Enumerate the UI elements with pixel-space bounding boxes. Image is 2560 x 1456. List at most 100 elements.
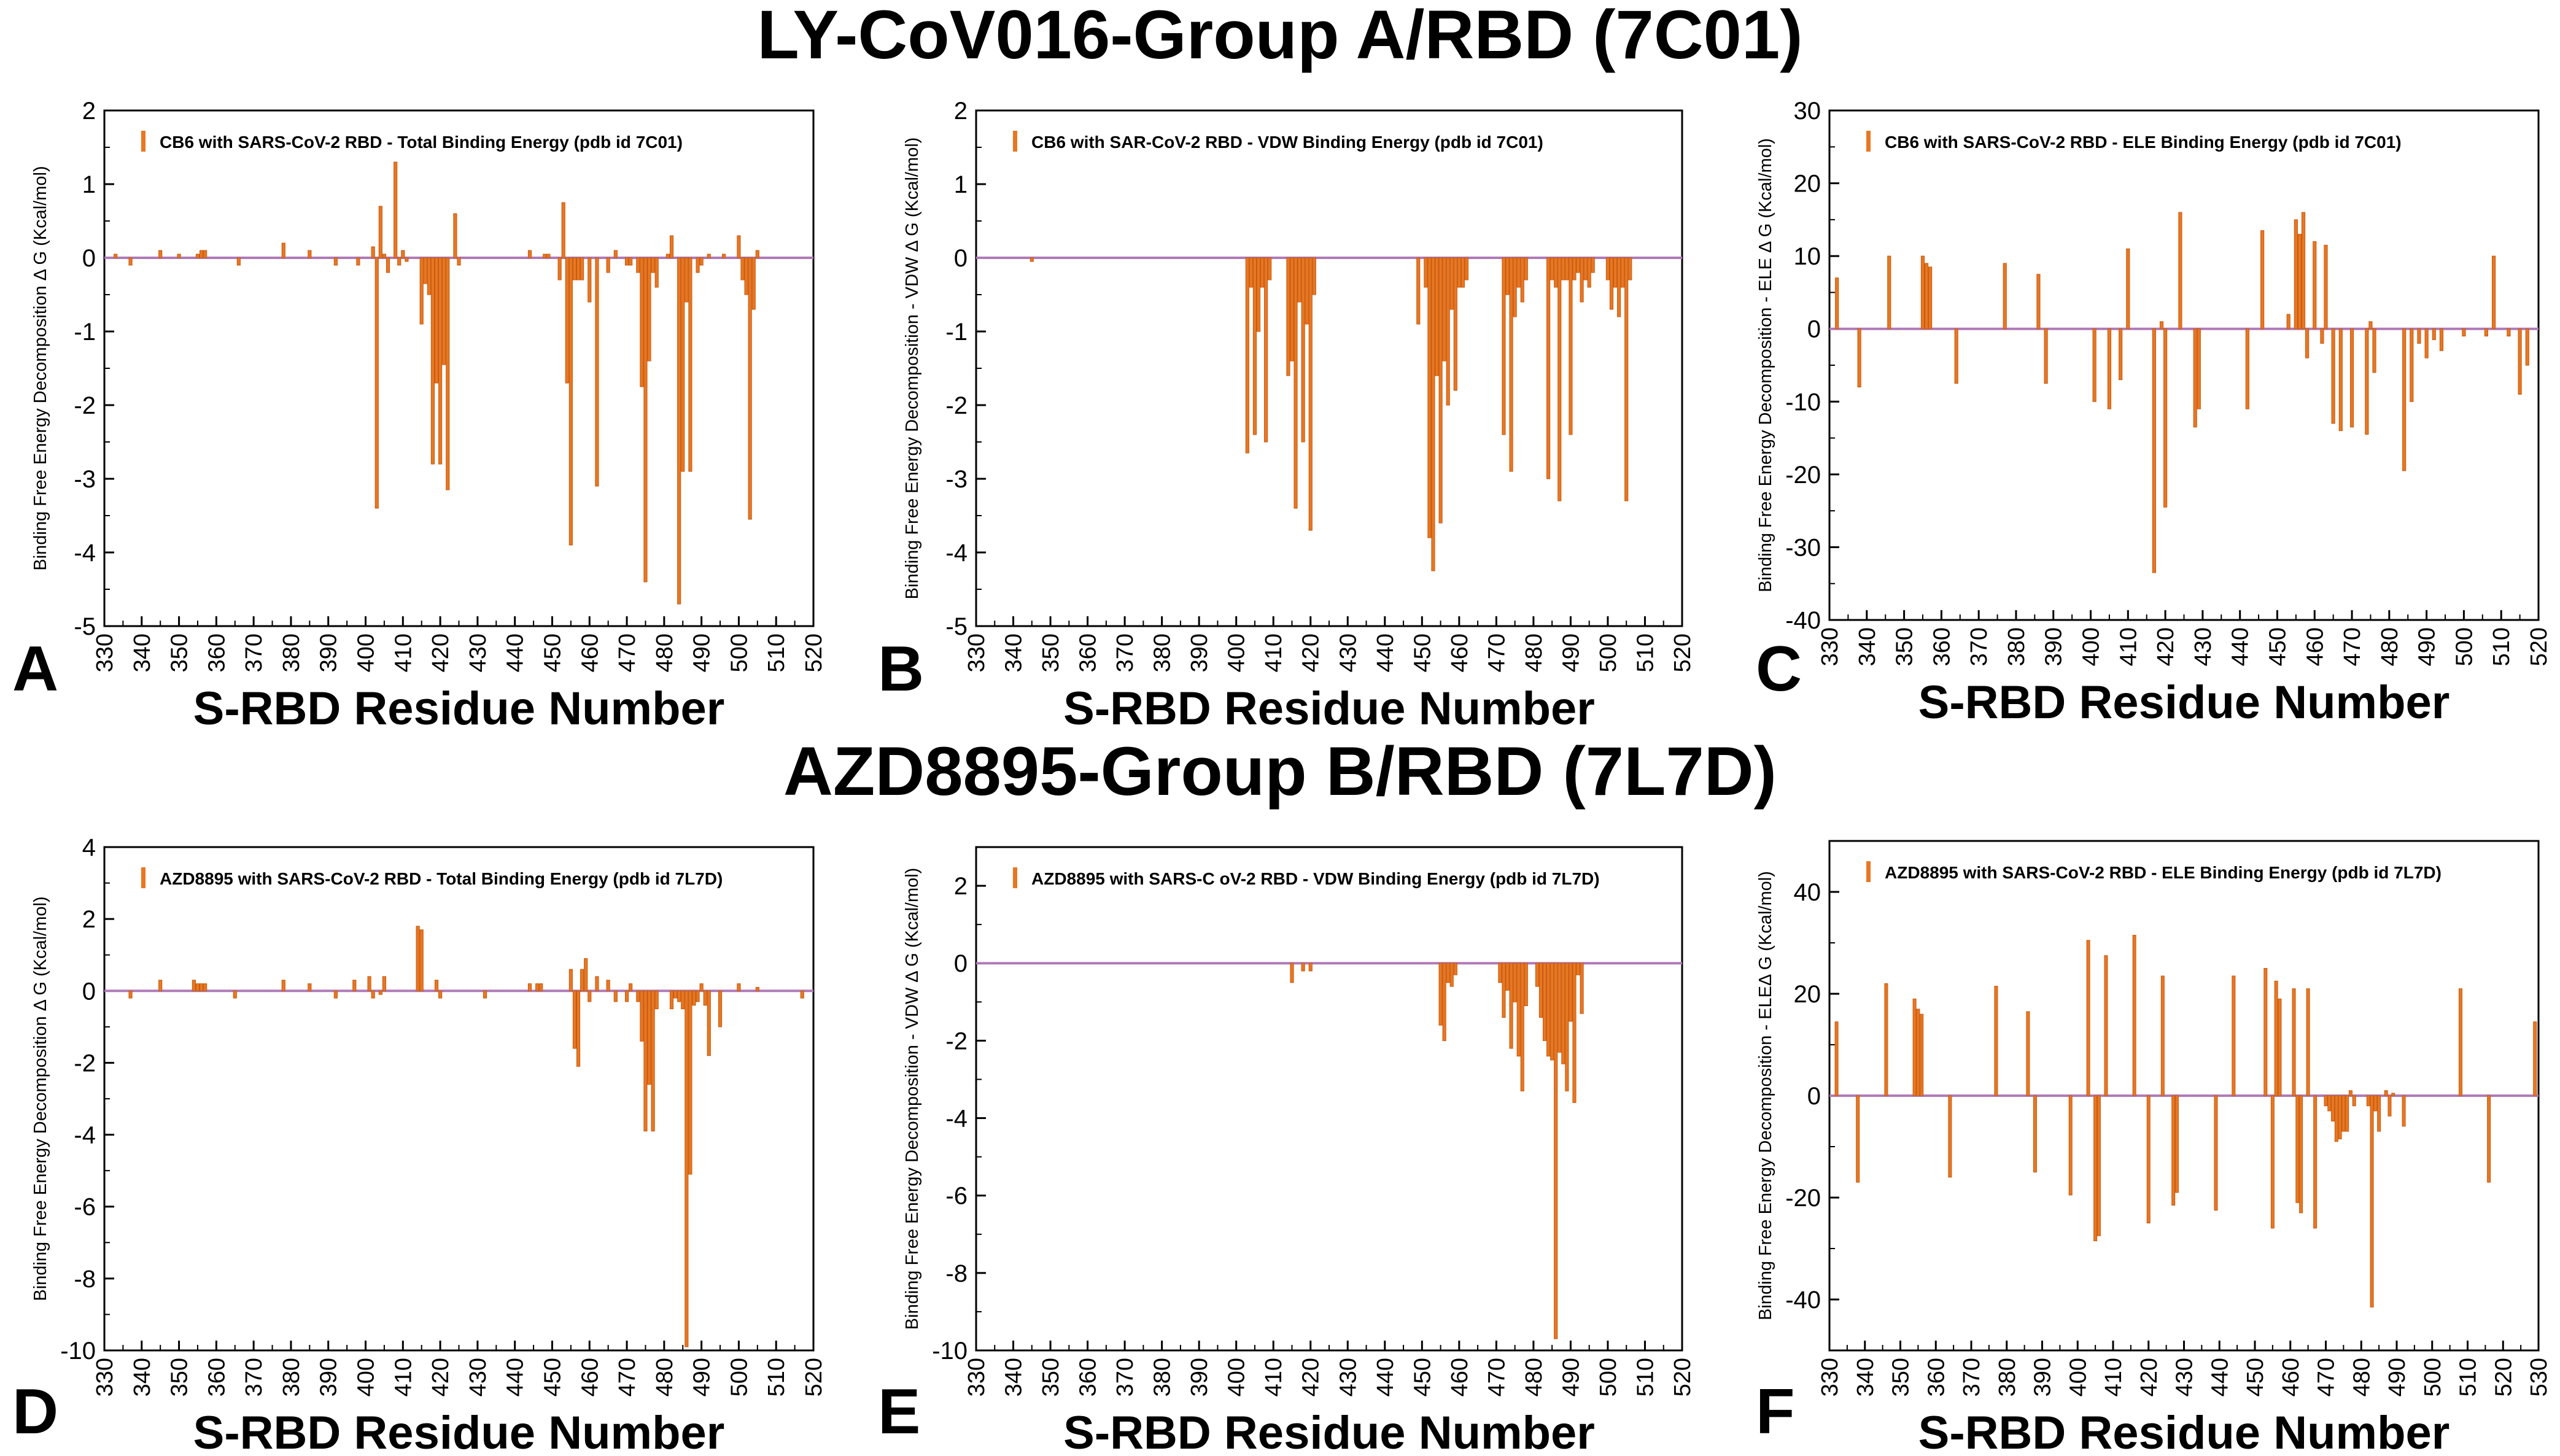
bar-residue-403: [1245, 257, 1249, 454]
bar-residue-502: [1613, 257, 1618, 288]
bar-residue-467: [613, 250, 618, 258]
bar-residue-459: [1453, 962, 1457, 975]
bar-residue-483: [673, 990, 678, 999]
bar-residue-470: [2324, 1095, 2328, 1107]
bar-residue-444: [2232, 975, 2236, 1096]
x-tick-label: 360: [1076, 1358, 1101, 1396]
legend-label: CB6 with SARS-CoV-2 RBD - Total Binding …: [160, 133, 683, 152]
x-tick-label: 360: [1929, 627, 1955, 666]
y-tick-label: 2: [82, 98, 96, 125]
bar-residue-411: [405, 257, 409, 262]
y-axis-label: Binding Free Energy Decomposition - VDW …: [902, 868, 922, 1330]
x-tick-label: 520: [2491, 1358, 2516, 1396]
bar-residue-408: [2119, 328, 2123, 381]
bar-residue-419: [1305, 257, 1309, 325]
bar-residue-420: [1308, 257, 1313, 531]
bar-residue-457: [576, 257, 581, 281]
x-tick-label: 410: [2101, 1358, 2127, 1396]
x-tick-label: 400: [354, 1358, 379, 1396]
y-tick-label: -10: [60, 1338, 96, 1365]
bar-residue-364: [1954, 328, 1958, 384]
plot-frame: [975, 846, 1683, 1352]
x-tick-label: 330: [964, 1358, 990, 1396]
bar-residue-501: [740, 257, 745, 281]
bar-residue-409: [397, 257, 401, 266]
y-tick-label: 0: [1807, 316, 1821, 343]
bar-residue-476: [647, 257, 651, 362]
x-tick-label: 410: [1261, 1358, 1287, 1396]
x-tick-label: 330: [1817, 627, 1843, 666]
bar-residue-489: [1565, 257, 1569, 281]
bar-residue-481: [1535, 962, 1540, 987]
bar-residue-476: [647, 990, 651, 1085]
y-tick-label: 30: [1794, 98, 1821, 125]
bar-residue-451: [1424, 257, 1428, 288]
bar-residue-406: [386, 257, 390, 273]
bar-residue-477: [651, 257, 655, 273]
x-tick-label: 440: [1373, 1358, 1398, 1396]
bar-residue-417: [1297, 257, 1301, 303]
y-axis-label: Binding Free Energy Decomposition - ELEΔ…: [1756, 871, 1775, 1320]
x-tick-label: 500: [1596, 633, 1621, 672]
y-tick-label: -20: [1785, 462, 1821, 489]
bar-residue-476: [1516, 257, 1521, 288]
bar-residue-463: [2299, 1095, 2303, 1214]
bar-residue-448: [543, 254, 547, 258]
bar-residue-415: [419, 929, 424, 991]
bar-residue-444: [527, 983, 532, 991]
bar-residue-517: [800, 990, 804, 999]
bar-residue-503: [748, 257, 752, 520]
y-tick-label: 0: [82, 245, 96, 272]
y-tick-label: -4: [74, 1122, 96, 1149]
bar-residue-461: [1460, 257, 1465, 288]
bar-residue-488: [2417, 328, 2421, 344]
bar-residue-463: [2324, 244, 2328, 330]
x-tick-label: 460: [2278, 1358, 2304, 1396]
x-tick-label: 380: [2004, 627, 2030, 666]
bar-residue-356: [1924, 263, 1929, 330]
x-tick-label: 370: [1112, 1358, 1138, 1396]
x-tick-label: 390: [1187, 1358, 1212, 1396]
legend-label: AZD8895 with SARS-C oV-2 RBD - VDW Bindi…: [1031, 869, 1600, 888]
bar-residue-485: [2377, 1095, 2381, 1132]
bar-residue-476: [2372, 328, 2376, 373]
bar-residue-405: [382, 254, 387, 258]
bar-residue-356: [199, 983, 204, 991]
x-tick-label: 500: [726, 633, 752, 672]
x-tick-label: 440: [2207, 1358, 2233, 1396]
bar-residue-420: [1308, 962, 1313, 972]
bar-residue-408: [2104, 955, 2108, 1096]
legend-label: AZD8895 with SARS-CoV-2 RBD - ELE Bindin…: [1885, 863, 2442, 882]
bar-residue-502: [744, 257, 748, 295]
bar-residue-457: [2278, 998, 2282, 1096]
bar-residue-338: [1857, 328, 1861, 388]
x-tick-label: 460: [577, 633, 603, 672]
x-tick-label: 500: [2451, 627, 2477, 666]
bar-residue-401: [2092, 328, 2096, 402]
bar-residue-420: [2163, 328, 2168, 508]
bar-residue-392: [333, 990, 338, 999]
bar-residue-407: [1260, 257, 1265, 288]
bar-residue-496: [1591, 257, 1595, 273]
bar-residue-453: [561, 202, 565, 258]
bar-residue-484: [2402, 328, 2407, 471]
x-tick-label: 370: [1966, 627, 1992, 666]
bar-residue-500: [1605, 257, 1610, 281]
bar-residue-485: [681, 257, 685, 472]
bar-residue-529: [2533, 1021, 2537, 1096]
panel-letter: C: [1756, 633, 1802, 705]
bar-residue-457: [1446, 962, 1450, 983]
bar-residue-492: [2432, 328, 2436, 341]
bar-residue-475: [2368, 321, 2373, 330]
panel-letter: A: [12, 633, 58, 705]
x-tick-label: 450: [540, 633, 565, 672]
bar-residue-494: [2439, 328, 2444, 351]
bar-residue-449: [1416, 257, 1421, 325]
x-tick-label: 370: [1959, 1358, 1985, 1396]
bar-residue-485: [681, 990, 685, 1010]
bar-residue-405: [1252, 257, 1257, 435]
y-tick-label: 0: [82, 978, 96, 1005]
bar-residue-406: [2096, 1095, 2101, 1236]
chart-panel-a: -5 -4 -3 -2 -1 0 1 2 330 340 350 360 370 380 390 400 410…: [12, 98, 827, 735]
